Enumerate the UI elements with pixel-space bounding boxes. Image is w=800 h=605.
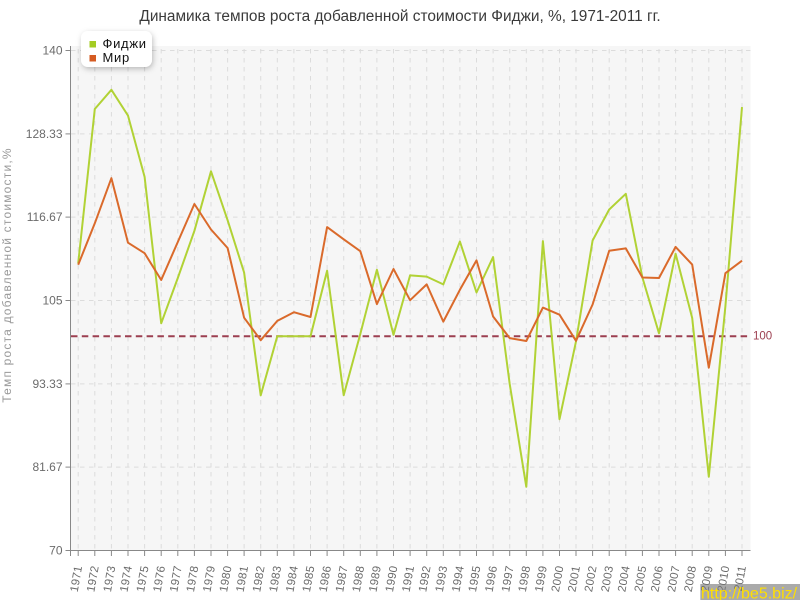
svg-text:1996: 1996 (484, 565, 500, 593)
svg-text:1985: 1985 (301, 565, 317, 593)
svg-text:Фиджи: Фиджи (103, 36, 147, 51)
svg-text:93.33: 93.33 (32, 377, 62, 391)
svg-text:1993: 1993 (434, 565, 450, 593)
svg-text:1982: 1982 (251, 565, 267, 593)
svg-text:105: 105 (42, 294, 62, 308)
svg-text:1989: 1989 (367, 565, 383, 593)
svg-text:1994: 1994 (450, 565, 466, 593)
svg-text:1998: 1998 (517, 565, 533, 593)
svg-text:1986: 1986 (318, 565, 334, 593)
svg-text:1992: 1992 (417, 565, 433, 593)
svg-text:1973: 1973 (102, 565, 118, 593)
svg-text:2002: 2002 (583, 565, 599, 593)
svg-text:1997: 1997 (500, 565, 516, 593)
svg-text:1977: 1977 (168, 565, 184, 593)
svg-text:1980: 1980 (218, 565, 234, 593)
svg-text:100: 100 (753, 331, 772, 343)
svg-text:1984: 1984 (284, 565, 300, 593)
svg-text:1979: 1979 (202, 565, 218, 593)
svg-text:128.33: 128.33 (26, 127, 63, 141)
svg-text:2000: 2000 (550, 565, 566, 593)
svg-text:Динамика темпов роста добавлен: Динамика темпов роста добавленной стоимо… (139, 8, 660, 25)
svg-text:2004: 2004 (616, 565, 632, 593)
svg-text:1991: 1991 (401, 565, 417, 593)
svg-text:116.67: 116.67 (27, 210, 63, 224)
svg-text:1988: 1988 (351, 565, 367, 593)
svg-text:70: 70 (49, 544, 63, 558)
svg-text:1983: 1983 (268, 565, 284, 593)
svg-text:2007: 2007 (666, 565, 682, 593)
svg-text:2005: 2005 (633, 565, 649, 593)
svg-text:140: 140 (42, 44, 62, 58)
svg-text:1971: 1971 (69, 565, 85, 593)
svg-text:2001: 2001 (567, 565, 583, 593)
svg-text:1972: 1972 (85, 565, 101, 593)
svg-text:http://be5.biz/: http://be5.biz/ (701, 586, 798, 601)
svg-text:1974: 1974 (119, 565, 135, 593)
svg-text:2006: 2006 (650, 565, 666, 593)
svg-text:1976: 1976 (152, 565, 168, 593)
svg-text:2003: 2003 (600, 565, 616, 593)
svg-text:Мир: Мир (103, 50, 130, 65)
svg-text:1975: 1975 (135, 565, 151, 593)
svg-text:1981: 1981 (235, 565, 251, 593)
svg-text:1999: 1999 (533, 565, 549, 593)
svg-text:2008: 2008 (683, 565, 699, 593)
svg-text:1990: 1990 (384, 565, 400, 593)
svg-text:81.67: 81.67 (32, 460, 62, 474)
svg-text:1978: 1978 (185, 565, 201, 593)
svg-text:1995: 1995 (467, 565, 483, 593)
svg-text:1987: 1987 (334, 565, 350, 593)
svg-text:Темп роста добавленной стоимос: Темп роста добавленной стоимости,% (0, 147, 14, 402)
